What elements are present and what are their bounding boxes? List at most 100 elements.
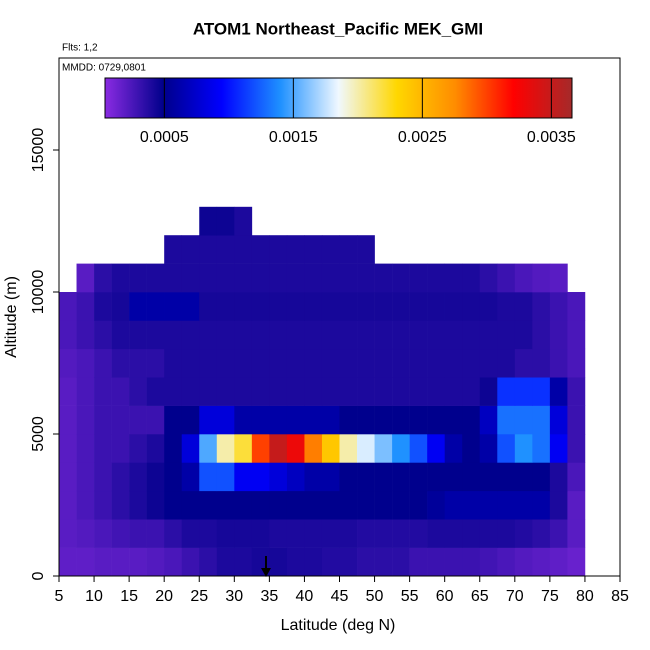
heatmap-cell <box>392 405 410 435</box>
heatmap-cell <box>94 405 112 435</box>
heatmap-cell <box>59 320 77 350</box>
heatmap-cell <box>532 320 551 350</box>
heatmap-cell <box>427 405 445 435</box>
heatmap-cell <box>444 547 463 577</box>
heatmap-cell <box>164 263 183 293</box>
heatmap-cell <box>321 377 340 406</box>
heatmap-cell <box>234 292 253 321</box>
heatmap-cell <box>409 348 428 378</box>
heatmap-cell <box>374 263 393 293</box>
heatmap-cell <box>129 434 147 463</box>
y-tick-label: 5000 <box>30 416 47 452</box>
heatmap-cell <box>479 377 498 406</box>
heatmap-cell <box>234 405 253 435</box>
colorbar-tick-label: 0.0025 <box>398 129 447 146</box>
heatmap-cell <box>199 434 218 463</box>
heatmap-cell <box>532 263 551 293</box>
heatmap-cell <box>269 320 288 350</box>
heatmap-cell <box>409 490 428 520</box>
heatmap-cell <box>286 490 305 520</box>
x-tick-label: 10 <box>85 588 103 605</box>
heatmap-cell <box>94 547 112 577</box>
heatmap-cell <box>129 377 147 406</box>
subtitle: Flts: 1,2 <box>62 43 98 54</box>
heatmap-cell <box>532 292 551 321</box>
heatmap-cell <box>514 462 533 492</box>
heatmap-cell <box>216 235 235 264</box>
arrow-head <box>261 568 271 577</box>
heatmap-cell <box>357 547 375 577</box>
heatmap-cell <box>199 377 218 406</box>
y-axis-label: Altitude (m) <box>3 276 20 358</box>
heatmap-cell <box>514 348 533 378</box>
heatmap-cell <box>321 519 340 548</box>
heatmap-cell <box>269 292 288 321</box>
heatmap-cell <box>59 462 77 492</box>
heatmap-cell <box>374 292 393 321</box>
x-tick-label: 20 <box>155 588 173 605</box>
heatmap-cell <box>462 292 481 321</box>
heatmap-cell <box>111 320 130 350</box>
heatmap-cell <box>216 462 235 492</box>
heatmap-cell <box>251 263 270 293</box>
heatmap-cell <box>94 377 112 406</box>
colorbar-tick-label: 0.0035 <box>527 129 576 146</box>
heatmap-cell <box>199 263 218 293</box>
heatmap-cell <box>567 462 586 492</box>
heatmap-cell <box>462 462 481 492</box>
x-tick-label: 60 <box>436 588 454 605</box>
heatmap-cell <box>497 292 516 321</box>
heatmap-cell <box>129 519 147 548</box>
heatmap-cell <box>199 206 218 236</box>
heatmap-cell <box>111 547 130 577</box>
chart-title: ATOM1 Northeast_Pacific MEK_GMI <box>193 19 483 38</box>
heatmap-cell <box>234 547 253 577</box>
heatmap-cell <box>409 519 428 548</box>
heatmap-cell <box>181 462 200 492</box>
heatmap-cell <box>357 348 375 378</box>
heatmap-cell <box>444 405 463 435</box>
heatmap-cell <box>76 490 95 520</box>
heatmap-cell <box>549 320 568 350</box>
heatmap-cell <box>497 547 516 577</box>
heatmap-cell <box>339 405 358 435</box>
heatmap-cell <box>59 547 77 577</box>
heatmap-cell <box>164 320 183 350</box>
heatmap-cell <box>479 462 498 492</box>
heatmap-cell <box>357 292 375 321</box>
x-tick-label: 65 <box>471 588 489 605</box>
heatmap-cell <box>427 377 445 406</box>
heatmap-cell <box>427 490 445 520</box>
heatmap-cell <box>497 320 516 350</box>
heatmap-cell <box>339 320 358 350</box>
heatmap-cell <box>514 490 533 520</box>
heatmap-cell <box>146 405 165 435</box>
heatmap-cell <box>392 348 410 378</box>
heatmap-cell <box>199 462 218 492</box>
heatmap-cell <box>304 263 323 293</box>
heatmap-cell <box>549 434 568 463</box>
heatmap-cell <box>59 490 77 520</box>
heatmap-cell <box>357 320 375 350</box>
heatmap-cell <box>234 490 253 520</box>
y-tick-label: 0 <box>30 571 47 580</box>
annotation: MMDD: 0729,0801 <box>62 63 146 74</box>
heatmap-cell <box>111 348 130 378</box>
heatmap-cell <box>286 320 305 350</box>
heatmap-cell <box>374 377 393 406</box>
heatmap-cell <box>357 263 375 293</box>
heatmap-cell <box>76 462 95 492</box>
heatmap-cell <box>479 263 498 293</box>
heatmap-cell <box>549 405 568 435</box>
heatmap-cell <box>94 519 112 548</box>
heatmap-cell <box>444 519 463 548</box>
x-tick-label: 30 <box>225 588 243 605</box>
heatmap-cell <box>321 490 340 520</box>
arrow <box>261 556 271 577</box>
heatmap-cell <box>321 405 340 435</box>
heatmap-cell <box>479 547 498 577</box>
heatmap-cell <box>216 377 235 406</box>
heatmap-cell <box>321 462 340 492</box>
heatmap-cell <box>567 519 586 548</box>
heatmap-cell <box>164 405 183 435</box>
